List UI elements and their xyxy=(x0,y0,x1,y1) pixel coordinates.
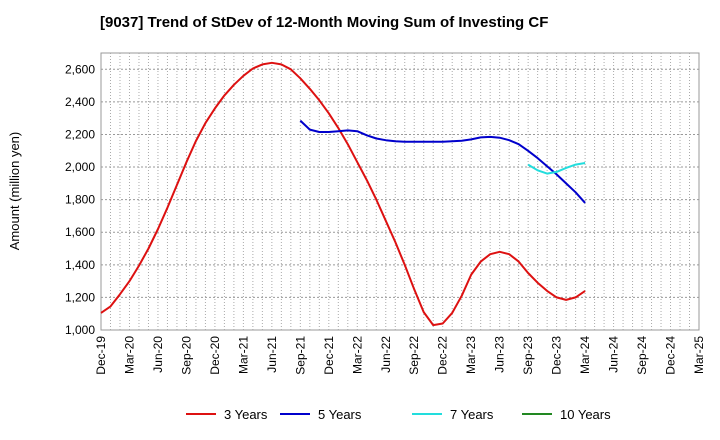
y-tick-label: 2,200 xyxy=(65,127,95,141)
series-line-7-years xyxy=(527,162,586,175)
x-tick-label: Mar-25 xyxy=(692,336,706,374)
x-tick-label: Jun-21 xyxy=(265,336,279,373)
y-tick-label: 2,600 xyxy=(65,62,95,76)
x-tick-label: Dec-21 xyxy=(322,336,336,375)
y-axis-label: Amount (million yen) xyxy=(7,132,22,251)
chart-title: [9037] Trend of StDev of 12-Month Moving… xyxy=(100,14,548,31)
x-tick-label: Dec-24 xyxy=(664,336,678,375)
y-tick-label: 1,400 xyxy=(65,258,95,272)
series-line-5-years xyxy=(299,119,586,204)
x-tick-label: Sep-23 xyxy=(521,336,535,375)
y-axis-ticks: 1,000 1,200 1,400 1,600 1,800 2,000 2,200 2,400… xyxy=(65,62,95,337)
x-axis-ticks: Dec-19 Mar-20 Jun-20 Sep-20 Dec-20 Mar-21 Jun-… xyxy=(94,336,706,375)
series-lines xyxy=(100,61,586,327)
y-tick-label: 2,400 xyxy=(65,95,95,109)
x-tick-label: Mar-20 xyxy=(122,336,136,374)
x-tick-label: Dec-22 xyxy=(436,336,450,375)
x-tick-label: Dec-23 xyxy=(550,336,564,375)
x-tick-label: Jun-24 xyxy=(607,336,621,373)
plot-border xyxy=(100,52,700,331)
x-tick-label: Jun-22 xyxy=(379,336,393,373)
y-tick-label: 1,000 xyxy=(65,323,95,337)
x-tick-label: Mar-24 xyxy=(578,336,592,374)
x-tick-label: Jun-20 xyxy=(151,336,165,373)
x-tick-label: Dec-20 xyxy=(208,336,222,375)
series-line-3-years xyxy=(100,61,586,327)
legend-label: 10 Years xyxy=(560,407,611,422)
x-tick-label: Sep-22 xyxy=(407,336,421,375)
x-tick-label: Dec-19 xyxy=(94,336,108,375)
x-tick-label: Mar-23 xyxy=(464,336,478,374)
x-tick-label: Mar-21 xyxy=(236,336,250,374)
plot-area xyxy=(100,52,700,331)
y-tick-label: 1,600 xyxy=(65,225,95,239)
x-tick-label: Sep-20 xyxy=(179,336,193,375)
legend-label: 7 Years xyxy=(450,407,494,422)
legend: 3 Years 5 Years 7 Years 10 Years xyxy=(186,407,611,422)
x-tick-label: Jun-23 xyxy=(493,336,507,373)
y-tick-label: 2,000 xyxy=(65,160,95,174)
legend-label: 3 Years xyxy=(224,407,268,422)
legend-label: 5 Years xyxy=(318,407,362,422)
y-tick-label: 1,800 xyxy=(65,193,95,207)
x-tick-label: Sep-24 xyxy=(635,336,649,375)
x-tick-label: Sep-21 xyxy=(293,336,307,375)
x-tick-label: Mar-22 xyxy=(350,336,364,374)
y-tick-label: 1,200 xyxy=(65,290,95,304)
